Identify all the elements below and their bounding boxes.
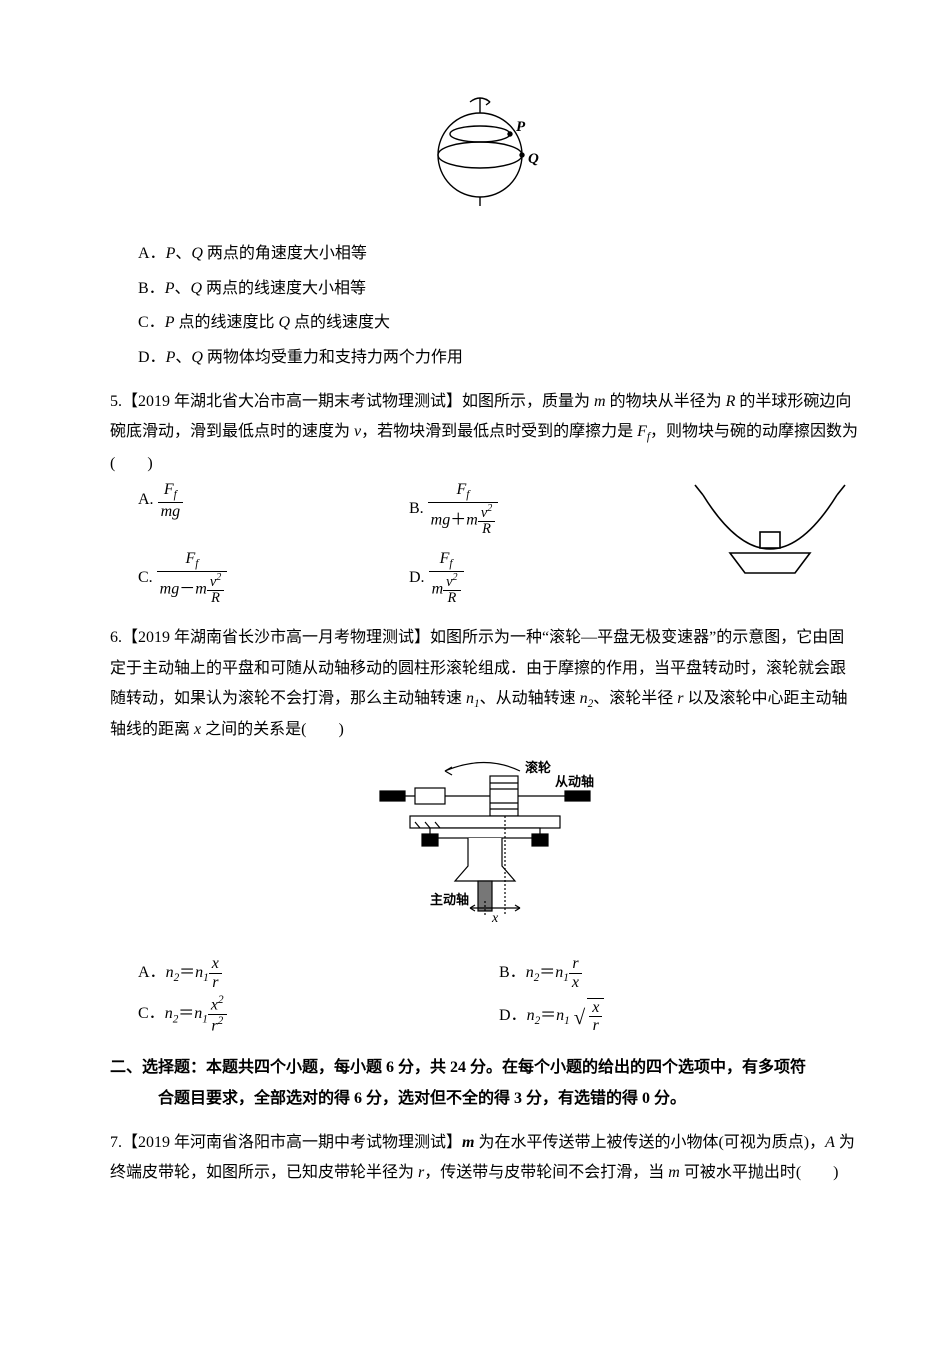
cvt-diagram-icon: 滚轮 从动轴 主动轴 x [360, 756, 610, 926]
q6-option-D: D．n2＝n1 √xr [499, 994, 860, 1035]
q6-option-A: A．n2＝n1xr [138, 955, 499, 991]
label-roller: 滚轮 [525, 760, 551, 775]
section2-head: 二、选择题：本题共四个小题，每小题 6 分，共 24 分。在每个小题的给出的四个… [110, 1053, 860, 1083]
q4-option-C: C．P 点的线速度比 Q 点的线速度大 [138, 308, 860, 338]
q5-option-A: A. Ffmg [138, 481, 409, 538]
q7-number: 7. [110, 1134, 122, 1151]
q6-source: 【2019 年湖南省长沙市高一月考物理测试】 [122, 629, 430, 646]
q5-figure [680, 479, 860, 589]
q6-option-C: C．n2＝n1x2r2 [138, 994, 499, 1035]
label-driven: 从动轴 [555, 774, 594, 789]
bowl-block-icon [685, 483, 855, 578]
q7-source: 【2019 年河南省洛阳市高一期中考试物理测试】 [122, 1134, 462, 1151]
q5-source: 【2019 年湖北省大冶市高一期末考试物理测试】 [122, 393, 462, 410]
q4-option-A: A．P、QP、Q 两点的角速度大小相等 两点的角速度大小相等 [138, 239, 860, 269]
label-Q: Q [528, 151, 539, 167]
section2-sub: 合题目要求，全部选对的得 6 分，选对但不全的得 3 分，有选错的得 0 分。 [158, 1084, 860, 1114]
q6-number: 6. [110, 629, 122, 646]
q6-option-B: B．n2＝n1rx [499, 955, 860, 991]
q4-figure: P Q [110, 90, 860, 221]
q4-option-D: D．P、Q 两物体均受重力和支持力两个力作用 [138, 343, 860, 373]
q4-option-B: B．P、Q 两点的线速度大小相等 [138, 274, 860, 304]
label-P: P [516, 119, 526, 135]
q4-options: A．P、QP、Q 两点的角速度大小相等 两点的角速度大小相等 B．P、Q 两点的… [138, 239, 860, 373]
q5-option-D: D. Ffmv2R [409, 550, 680, 607]
q6: 6.【2019 年湖南省长沙市高一月考物理测试】如图所示为一种“滚轮—平盘无极变… [110, 623, 860, 1035]
label-x: x [491, 911, 499, 926]
label-driving: 主动轴 [430, 892, 469, 907]
q6-figure: 滚轮 从动轴 主动轴 x [110, 756, 860, 937]
q5-option-B: B. Ffmg＋mv2R [409, 481, 680, 538]
q5: 5.【2019 年湖北省大冶市高一期末考试物理测试】如图所示，质量为 m 的物块… [110, 387, 860, 609]
q5-option-C: C. Ffmg－mv2R [138, 550, 409, 607]
sphere-rotation-icon: P Q [420, 90, 550, 210]
q7: 7.【2019 年河南省洛阳市高一期中考试物理测试】m 为在水平传送带上被传送的… [110, 1128, 860, 1189]
q5-number: 5. [110, 393, 122, 410]
